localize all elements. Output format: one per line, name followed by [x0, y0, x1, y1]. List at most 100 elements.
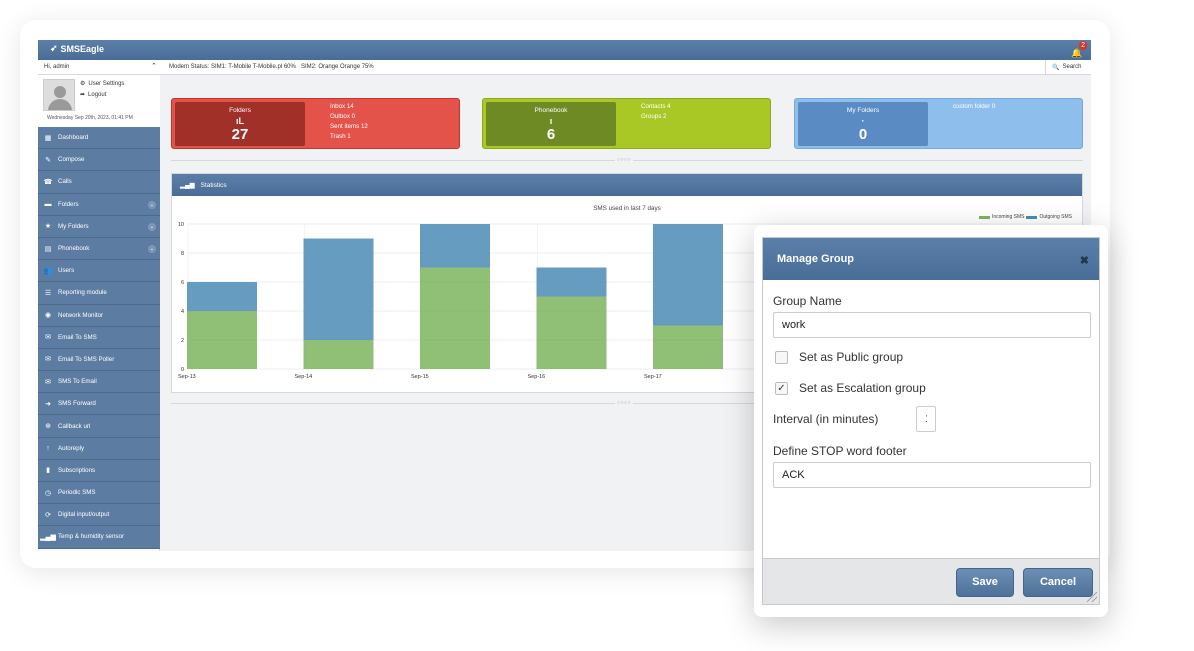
sidebar: ⚙ User Settings ➦ Logout Wednesday Sep 2…: [38, 75, 160, 551]
envelope-icon: ✉: [45, 378, 51, 386]
sidebar-item-label: Reporting module: [58, 289, 107, 297]
y-tick-label: 2: [181, 338, 184, 344]
search-button[interactable]: 🔍 Search: [1045, 60, 1082, 74]
outbox-count[interactable]: Outbox 0: [330, 113, 356, 120]
chevron-down-icon[interactable]: ⌄: [148, 244, 156, 253]
refresh-icon: ⟳: [45, 511, 51, 519]
chevron-down-icon[interactable]: ⌄: [148, 200, 156, 209]
group-name-label: Group Name: [773, 294, 842, 308]
sidebar-item-digital-input-output[interactable]: ⟳ Digital input/output: [38, 504, 160, 527]
book-icon: ▤: [44, 245, 52, 253]
my-folders-tile-summary: My Folders · 0: [798, 102, 928, 146]
sidebar-item-subscriptions[interactable]: ▮ Subscriptions: [38, 459, 160, 482]
statistics-header: ▂▄▆ Statistics: [172, 174, 1082, 196]
dialog-footer: Save Cancel: [763, 558, 1099, 604]
arrow-up-icon: ↑: [46, 444, 50, 452]
incoming-bar: [187, 311, 257, 369]
pencil-icon: ✎: [45, 156, 51, 164]
search-icon: 🔍: [1052, 64, 1060, 71]
contacts-count[interactable]: Contacts 4: [641, 103, 671, 110]
outgoing-bar: [420, 224, 490, 268]
sidebar-item-network-monitor[interactable]: ◉ Network Monitor: [38, 304, 160, 327]
bell-icon: 🔔: [1071, 48, 1083, 58]
folders-icon: ıL: [236, 116, 244, 126]
sidebar-item-folders[interactable]: ▬ Folders ⌄: [38, 193, 160, 216]
inbox-count[interactable]: Inbox 14: [330, 103, 354, 110]
sidebar-item-label: Subscriptions: [58, 466, 96, 474]
sidebar-item-temp-humidity-sensor[interactable]: ▂▄▆ Temp & humidity sensor: [38, 526, 160, 549]
list-icon: ☰: [44, 289, 52, 297]
folders-tile[interactable]: Folders ıL 27 Inbox 14 Outbox 0 Sent ite…: [171, 98, 460, 149]
user-settings-link[interactable]: ⚙ User Settings: [80, 80, 124, 88]
phonebook-tile[interactable]: Phonebook ı 6 Contacts 4 Groups 2: [482, 98, 771, 149]
y-tick-label: 0: [181, 367, 184, 373]
statistics-divider[interactable]: ○○○○: [171, 400, 1083, 406]
cancel-button[interactable]: Cancel: [1023, 568, 1093, 597]
my-folders-tile-title: My Folders: [846, 107, 880, 114]
phonebook-tile-title: Phonebook: [534, 107, 568, 114]
my-folders-tile[interactable]: My Folders · 0 custom folder 0: [794, 98, 1083, 149]
legend-swatch-incoming: [978, 215, 990, 219]
sidebar-item-my-folders[interactable]: ★ My Folders ⌄: [38, 215, 160, 238]
stop-word-input[interactable]: [773, 462, 1091, 488]
public-group-checkbox[interactable]: [775, 351, 788, 364]
users-icon: 👥: [43, 267, 53, 275]
logout-label: Logout: [88, 91, 107, 98]
avatar: [43, 79, 75, 111]
sidebar-item-sms-to-email[interactable]: ✉ SMS To Email: [38, 371, 160, 394]
sidebar-item-label: Calls: [58, 178, 72, 186]
sidebar-item-label: Phonebook: [58, 245, 90, 253]
notification-button[interactable]: 🔔 2: [1071, 41, 1087, 58]
sent-items-count[interactable]: Sent items 12: [330, 123, 368, 130]
statistics-panel: ▂▄▆ Statistics SMS used in last 7 days I…: [171, 173, 1083, 393]
bar-chart-icon: ▂▄▆: [40, 533, 56, 541]
sidebar-item-label: Autoreply: [58, 444, 85, 452]
resize-grip[interactable]: [1087, 592, 1097, 602]
sidebar-item-label: SMS Forward: [58, 400, 96, 408]
custom-folder-count[interactable]: custom folder 0: [953, 103, 996, 110]
user-box: ⚙ User Settings ➦ Logout Wednesday Sep 2…: [38, 75, 160, 127]
save-button[interactable]: Save: [956, 568, 1014, 597]
sidebar-menu: ▦ Dashboard ✎ Compose ☎ Calls ▬ Folders ⌄ ★ My Fol…: [38, 127, 160, 549]
sidebar-item-reporting-module[interactable]: ☰ Reporting module: [38, 282, 160, 305]
interval-input[interactable]: [916, 406, 936, 432]
top-bar: ➶ SMSEagle 🔔 2: [38, 40, 1091, 60]
sidebar-item-label: Folders: [58, 200, 79, 208]
sidebar-item-email-to-sms-poller[interactable]: ✉ Email To SMS Poller: [38, 348, 160, 372]
close-icon[interactable]: ✖: [1079, 255, 1089, 267]
sidebar-item-email-to-sms[interactable]: ✉ Email To SMS: [38, 326, 160, 349]
folders-tile-summary: Folders ıL 27: [175, 102, 305, 146]
statistics-title: Statistics: [200, 181, 227, 189]
y-tick-label: 10: [178, 222, 184, 228]
sidebar-item-autoreply[interactable]: ↑ Autoreply: [38, 437, 160, 460]
sidebar-item-label: My Folders: [58, 222, 89, 230]
chevron-up-icon[interactable]: ⌃: [151, 63, 157, 70]
phonebook-icon: ı: [549, 116, 553, 126]
escalation-group-checkbox[interactable]: ✓: [775, 382, 788, 395]
envelope-icon: ✉: [45, 334, 51, 342]
dialog-header: Manage Group ✖: [763, 238, 1099, 280]
x-tick-label: Sep-13: [178, 374, 196, 380]
envelope-icon: ✉: [45, 356, 51, 364]
sidebar-item-periodic-sms[interactable]: ◷ Periodic SMS: [38, 482, 160, 505]
sidebar-item-compose[interactable]: ✎ Compose: [38, 149, 160, 172]
sidebar-item-phonebook[interactable]: ▤ Phonebook ⌄: [38, 237, 160, 261]
logo[interactable]: ➶ SMSEagle: [50, 43, 104, 54]
sidebar-item-users[interactable]: 👥 Users: [38, 260, 160, 283]
interval-label: Interval (in minutes): [773, 412, 879, 426]
sidebar-item-sms-forward[interactable]: ➜ SMS Forward: [38, 393, 160, 416]
my-folders-icon: ·: [861, 116, 865, 126]
status-bar: Hi, admin ⌃ Modem Status: SIM1: T-Mobile…: [38, 60, 1091, 75]
tiles-divider[interactable]: ○○○○: [171, 157, 1083, 163]
group-name-input[interactable]: [773, 312, 1091, 338]
groups-count[interactable]: Groups 2: [641, 113, 667, 120]
logout-link[interactable]: ➦ Logout: [80, 91, 107, 99]
dialog-title: Manage Group: [777, 253, 855, 265]
outgoing-bar: [536, 267, 607, 297]
sidebar-item-dashboard[interactable]: ▦ Dashboard: [38, 127, 160, 150]
trash-count[interactable]: Trash 1: [330, 133, 351, 140]
chevron-down-icon[interactable]: ⌄: [148, 222, 156, 231]
sidebar-item-callback-url[interactable]: ⊕ Callback url: [38, 415, 160, 438]
sidebar-item-calls[interactable]: ☎ Calls: [38, 171, 160, 194]
